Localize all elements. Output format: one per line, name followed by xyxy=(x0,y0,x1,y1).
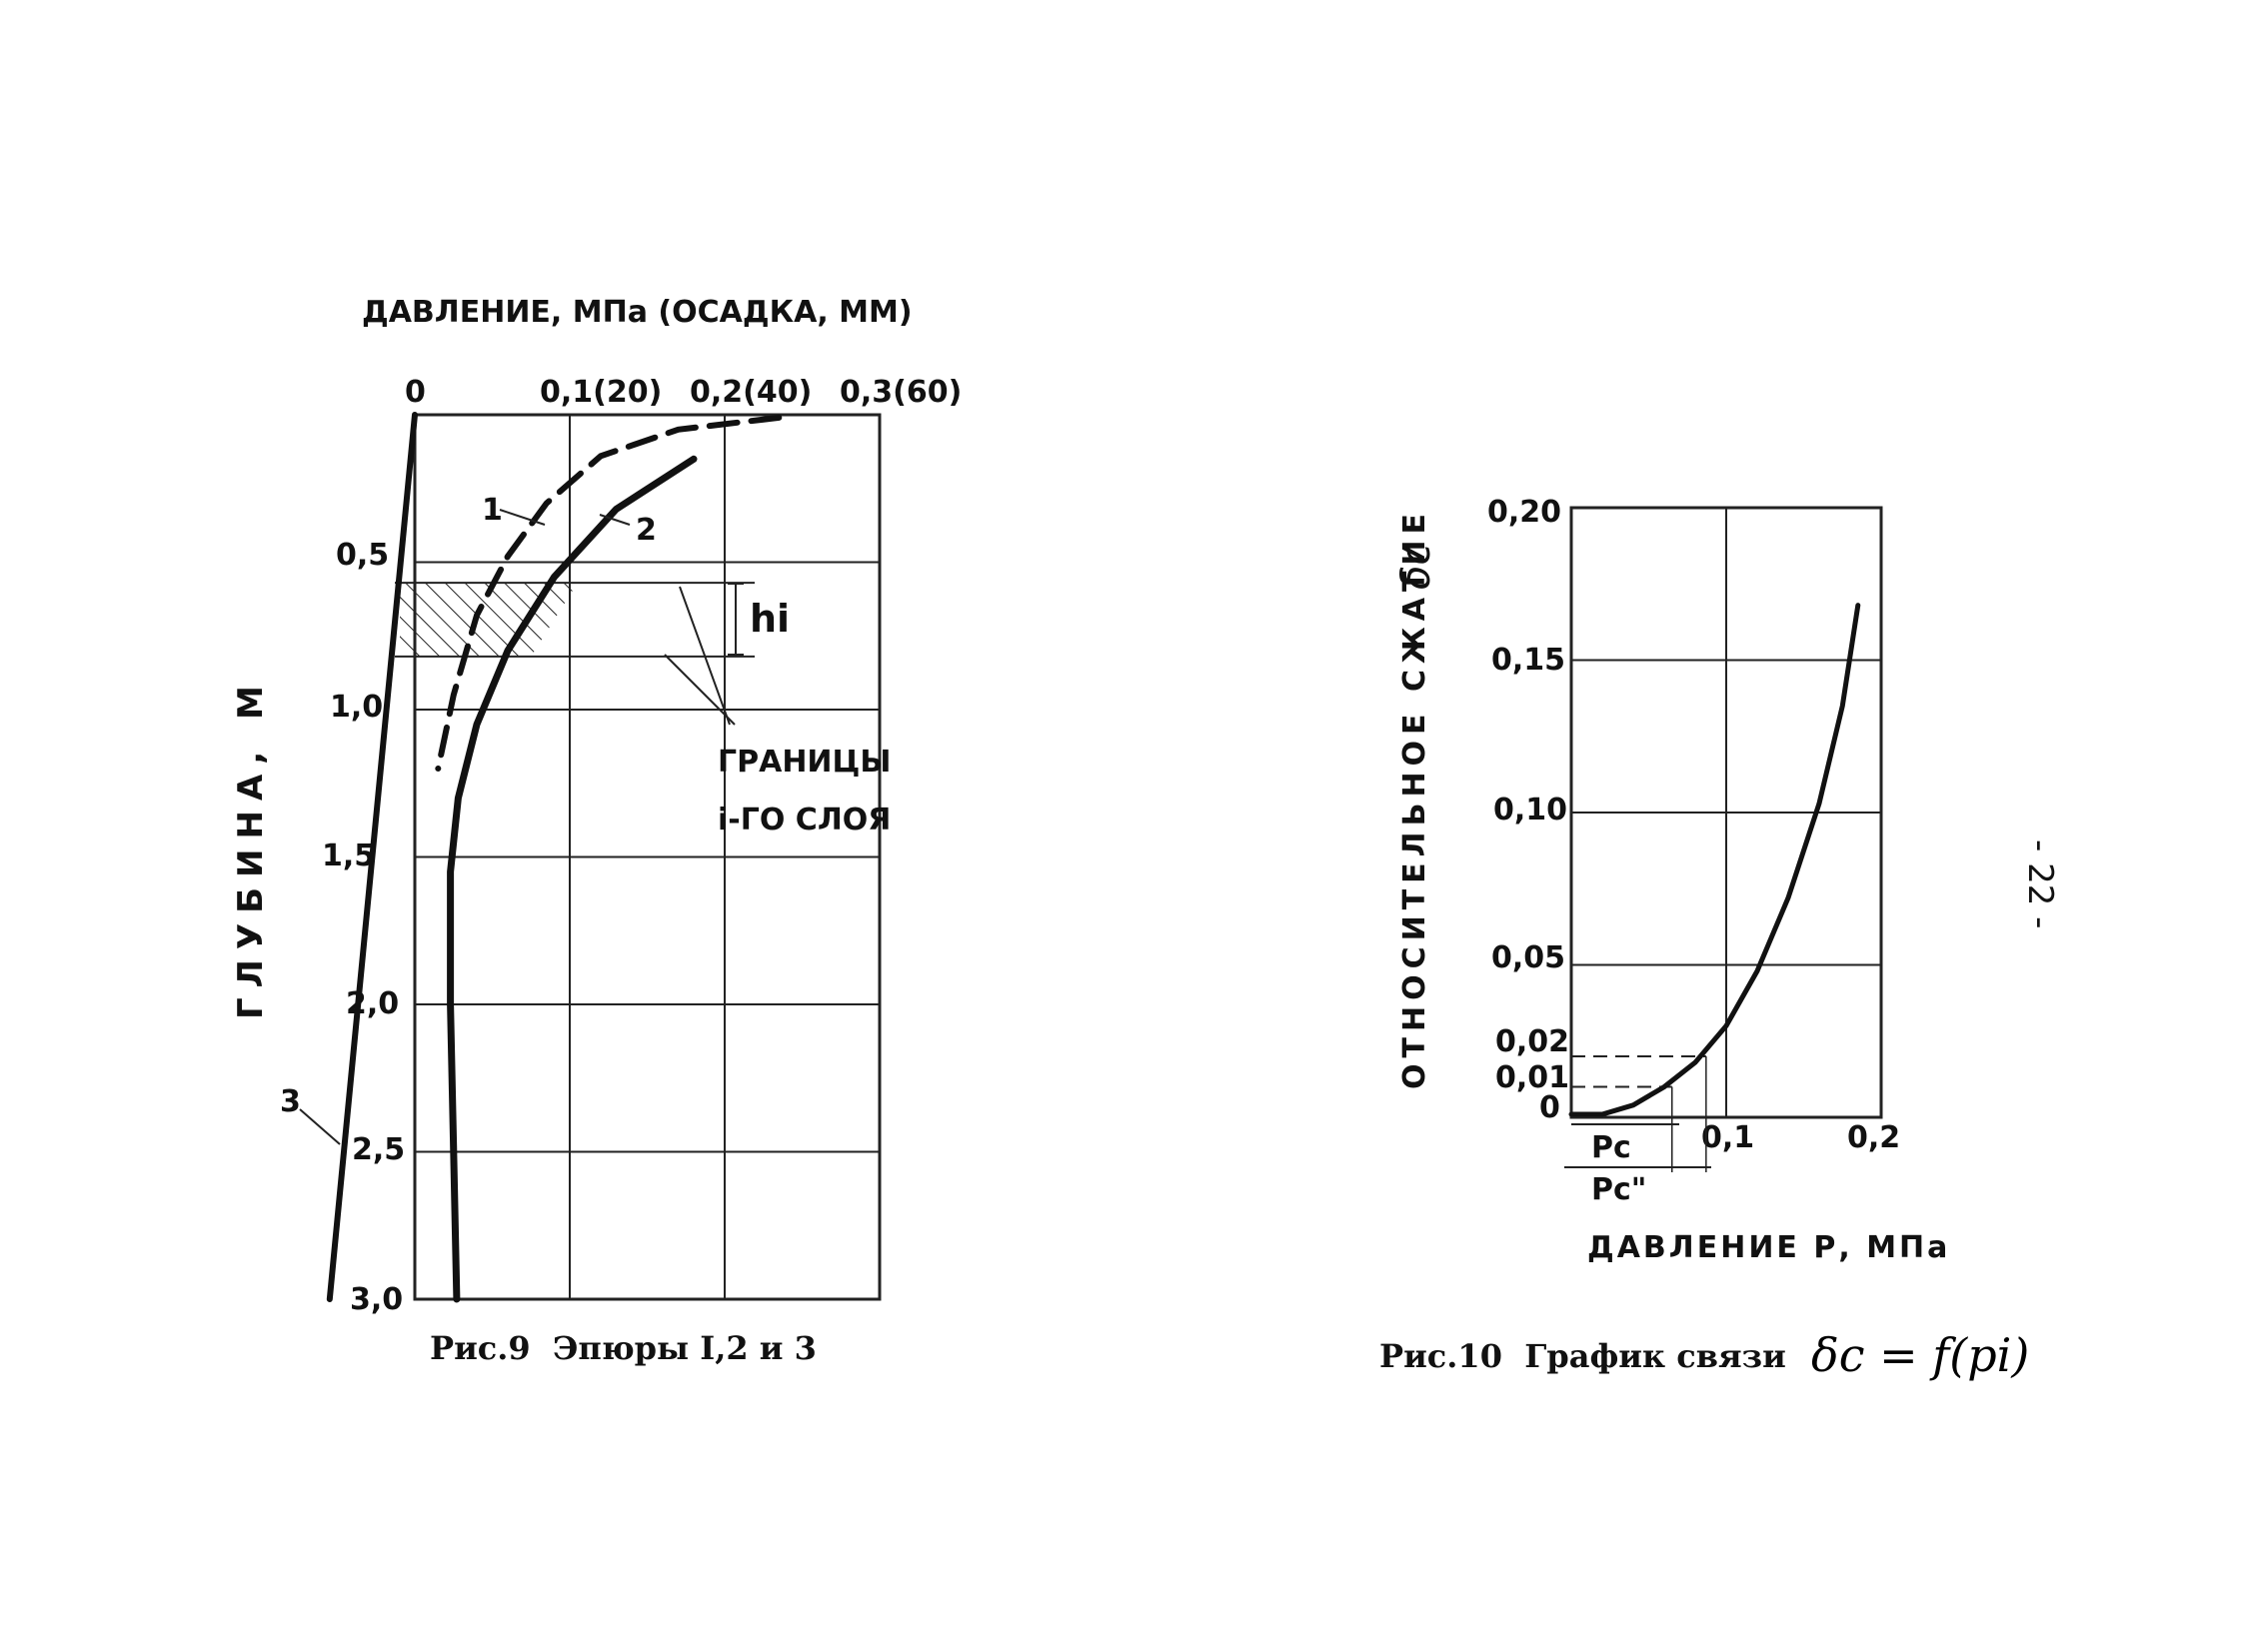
fig9-curve-1-label: 1 xyxy=(482,493,503,528)
fig10-grid xyxy=(1571,508,1881,1117)
fig9-boundary-leader-1 xyxy=(679,586,731,726)
fig10-y-tick-5: 0,01 xyxy=(1495,1060,1569,1095)
fig9-layer-band xyxy=(395,582,755,658)
fig9-boundary-label-2: i-ГО СЛОЯ xyxy=(718,803,891,837)
fig9-boundary-label-1: ГРАНИЦЫ xyxy=(718,745,891,780)
fig9-curve-3-leader xyxy=(299,1108,341,1145)
page-number: - 22 - xyxy=(2020,839,2060,928)
fig9-y-tick-1: 1,0 xyxy=(330,690,383,725)
fig9-series-2-line xyxy=(447,455,698,1303)
fig9-curve-2-label: 2 xyxy=(636,513,657,548)
fig9-x-tick-1: 0,1(20) xyxy=(540,375,662,410)
fig9-top-label: ДАВЛЕНИЕ, МПа (ОСАДКА, ММ) xyxy=(362,295,913,330)
fig10-y-symbol: δc xyxy=(1393,544,1439,590)
fig9-hi-label: hi xyxy=(750,597,790,641)
fig10-pc2-label: Рс" xyxy=(1591,1172,1646,1207)
fig9-curve-2-leader xyxy=(599,514,631,526)
fig9-caption: Рис.9 Эпюры I,2 и 3 xyxy=(430,1329,817,1367)
fig10-y-tick-0: 0,20 xyxy=(1487,495,1561,530)
fig10-series-relation-line xyxy=(1568,603,1861,1117)
fig10-pc1-label: Рс xyxy=(1591,1130,1631,1165)
fig9-chart: ДАВЛЕНИЕ, МПа (ОСАДКА, ММ) 0 0,1(20) 0,2… xyxy=(231,295,962,1367)
fig10-x-tick-1: 0,2 xyxy=(1847,1120,1900,1155)
fig9-x-tick-3: 0,3(60) xyxy=(840,375,962,410)
fig9-y-tick-3: 2,0 xyxy=(346,986,399,1021)
fig10-x-tick-0: 0,1 xyxy=(1701,1120,1754,1155)
fig9-y-tick-4: 2,5 xyxy=(352,1132,405,1167)
fig10-guides xyxy=(1571,1055,1707,1172)
fig10-formula: δc = f(pi) xyxy=(1811,1328,2029,1382)
fig9-boundary-leader-2 xyxy=(664,654,736,726)
fig9-series-1-line xyxy=(435,414,783,772)
fig10-y-tick-6: 0 xyxy=(1539,1090,1560,1125)
fig10-x-label: ДАВЛЕНИЕ Р, МПа xyxy=(1587,1230,1950,1265)
fig10-y-label: ОТНОСИТЕЛЬНОЕ СЖАТИЕ xyxy=(1397,508,1432,1089)
fig9-y-tick-2: 1,5 xyxy=(322,838,375,873)
fig9-grid xyxy=(415,415,880,1299)
fig10-y-tick-2: 0,10 xyxy=(1493,793,1567,827)
fig9-y-label: ГЛУБИНА, М xyxy=(231,676,271,1019)
fig10-series-group xyxy=(1568,603,1861,1117)
fig9-x-tick-2: 0,2(40) xyxy=(690,375,812,410)
fig9-y-tick-5: 3,0 xyxy=(350,1282,403,1317)
fig10-y-tick-3: 0,05 xyxy=(1491,940,1565,975)
fig9-curve-3-label: 3 xyxy=(280,1084,301,1119)
fig9-curve-1-leader xyxy=(499,509,546,526)
fig9-series-group xyxy=(326,412,783,1303)
fig10-caption: Рис.10 График связи xyxy=(1379,1337,1786,1375)
fig9-x-tick-0: 0 xyxy=(405,375,426,410)
fig9-layer-hatch xyxy=(400,583,578,657)
fig10-chart: 0,20 0,15 0,10 0,05 0,02 0,01 0 0,1 0,2 … xyxy=(1379,495,2029,1382)
fig10-y-tick-4: 0,02 xyxy=(1495,1024,1569,1059)
fig10-y-tick-1: 0,15 xyxy=(1491,643,1565,678)
fig9-series-3-line xyxy=(326,412,418,1302)
fig9-y-tick-0: 0,5 xyxy=(336,538,389,573)
